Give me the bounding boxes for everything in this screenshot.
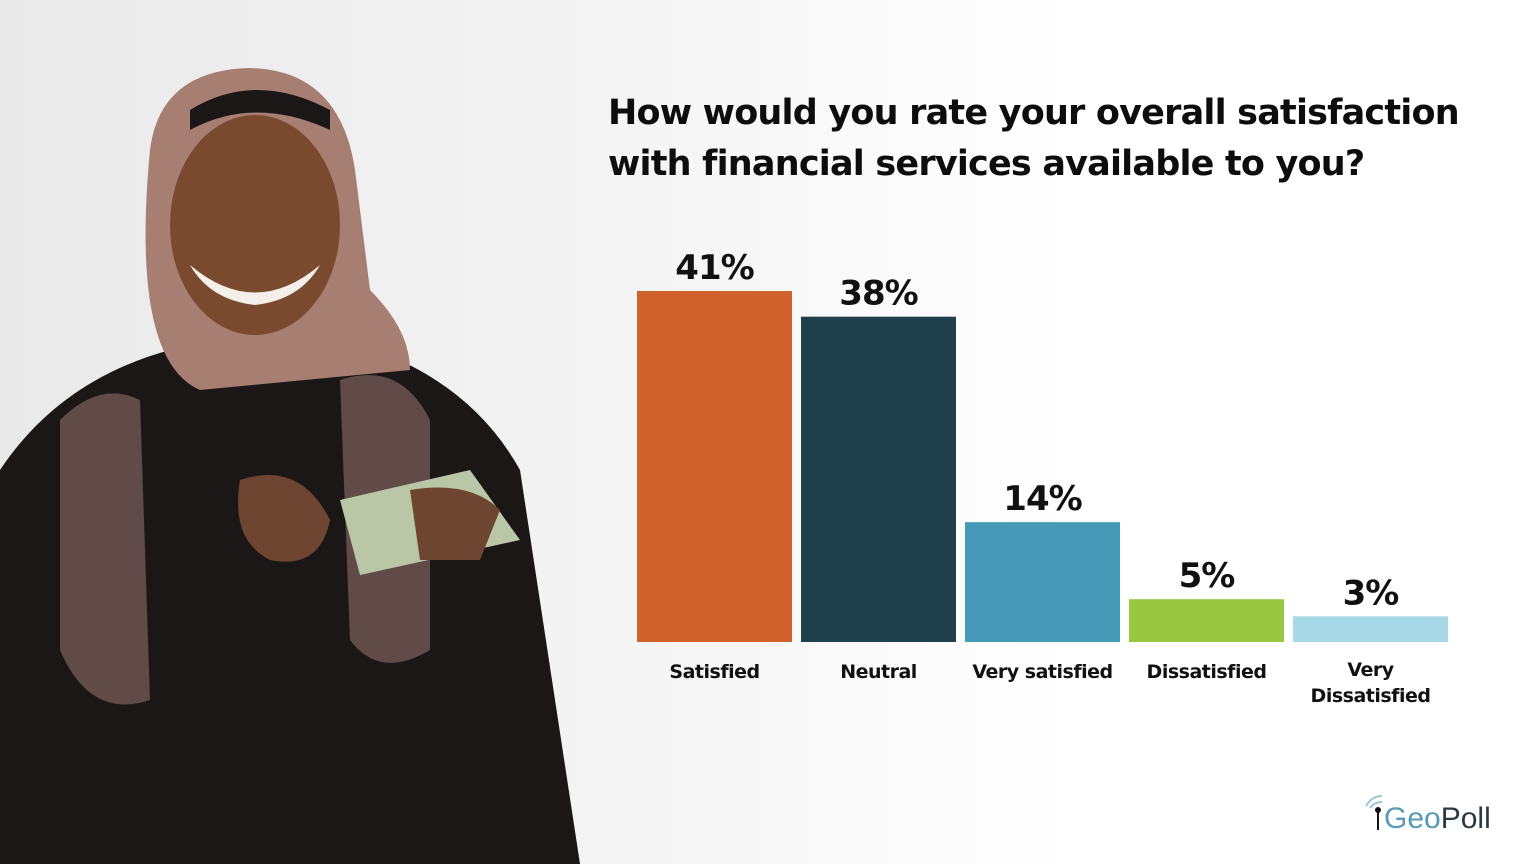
logo-text-poll: Poll (1440, 802, 1491, 835)
category-label: Neutral (840, 661, 917, 683)
bar-neutral (801, 316, 956, 642)
geopoll-logo: Geo Poll (1362, 792, 1491, 836)
bar-very-dissatisfied (1293, 616, 1448, 642)
data-label: 14% (1003, 479, 1081, 519)
data-label: 5% (1179, 556, 1235, 596)
bar-satisfied (637, 291, 792, 642)
category-label: Dissatisfied (1147, 661, 1267, 683)
data-label: 38% (839, 274, 917, 314)
woman-holding-money-photo (0, 68, 580, 864)
signal-antenna-icon (1365, 795, 1383, 830)
category-label: Very satisfied (972, 661, 1112, 683)
data-label: 3% (1343, 573, 1399, 613)
category-label: Dissatisfied (1311, 685, 1431, 707)
bar-dissatisfied (1129, 599, 1284, 642)
category-label: Very (1347, 659, 1394, 681)
category-label: Satisfied (669, 661, 759, 683)
chart-title: How would you rate your overall satisfac… (608, 93, 1460, 184)
data-label: 41% (675, 248, 753, 288)
logo-text-geo: Geo (1384, 802, 1441, 835)
bar-very-satisfied (965, 522, 1120, 642)
